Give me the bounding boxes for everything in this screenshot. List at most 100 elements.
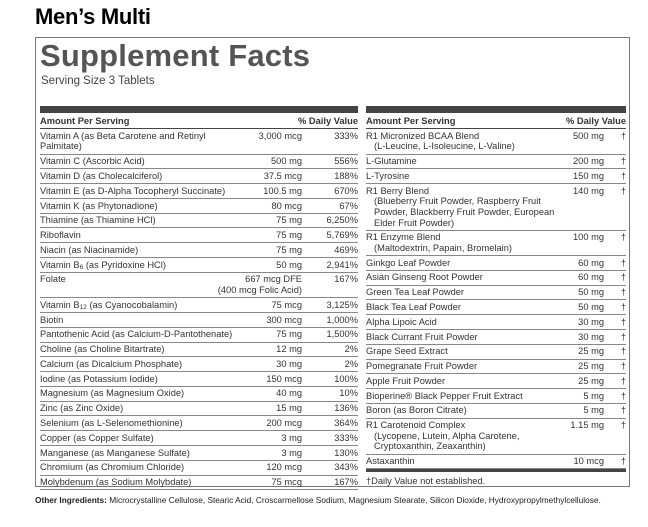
name-text: Selenium (as L-Selenomethionine)	[40, 418, 183, 429]
amount: 5 mg	[556, 405, 610, 416]
name-text: Zinc (as Zinc Oxide)	[40, 403, 124, 414]
amount-text: 500 mg	[270, 156, 302, 167]
nutrient-row: Boron (as Boron Citrate) 5 mg †	[366, 404, 626, 419]
nutrient-row: R1 Enzyme Blend (Maltodextrin, Papain, Br…	[366, 231, 626, 257]
nutrient-row: Iodine (as Potassium Iodide) 150 mcg 100%	[40, 372, 358, 387]
nutrient-row: Folate 667 mcg DFE (400 mcg Folic Acid) 167…	[40, 273, 358, 299]
nutrient-row: Astaxanthin 10 mcg †	[366, 455, 626, 470]
amount-text: 30 mg	[578, 331, 604, 342]
daily-value: 10%	[339, 388, 358, 399]
daily-value: 100%	[334, 373, 358, 384]
daily-value: †	[620, 232, 626, 243]
name-text: L-Glutamine	[366, 156, 417, 167]
amount: 1.15 mg	[556, 420, 610, 452]
daily-value: 556%	[334, 156, 358, 167]
nutrient-row: Niacin (as Niacinamide) 75 mg 469%	[40, 243, 358, 259]
other-text: Microcrystalline Cellulose, Stearic Acid…	[109, 495, 601, 505]
amount-text: 200 mcg	[266, 418, 302, 429]
nutrient-name: Ginkgo Leaf Powder	[366, 258, 556, 269]
product-title: Men’s Multi	[35, 4, 151, 29]
ingredients: (L-Leucine, L-Isoleucine, L-Valine)	[374, 141, 515, 152]
amount-text: 30 mg	[578, 316, 604, 327]
nutrient-name: L-Tyrosine	[366, 171, 556, 182]
amount: 60 mg	[556, 272, 610, 283]
amount-text: 100 mg	[572, 232, 604, 243]
name-text: Pantothenic Acid (as Calcium-D-Pantothen…	[40, 329, 233, 340]
amount: 30 mg	[238, 359, 308, 370]
amount-text: 37.5 mcg	[263, 170, 302, 181]
amount-text: 75 mcg	[271, 477, 303, 488]
amount: 150 mcg	[238, 374, 308, 385]
daily-value: †	[620, 316, 626, 327]
daily-value: †	[620, 130, 626, 141]
amount: 75 mcg	[238, 477, 308, 488]
nutrient-row: Grape Seed Extract 25 mg †	[366, 345, 626, 360]
daily-value: 333%	[334, 130, 358, 141]
name-part: 6	[79, 263, 84, 271]
amount: 150 mg	[556, 171, 610, 182]
name-text: Riboflavin	[40, 230, 81, 241]
nutrient-row: Green Tea Leaf Powder 50 mg †	[366, 286, 626, 301]
name-text: Vitamin A (as Beta Carotene and Retinyl …	[40, 130, 206, 152]
nutrient-name: Boron (as Boron Citrate)	[366, 405, 556, 416]
amount: 200 mg	[556, 156, 610, 167]
nutrient-name: R1 Carotenoid Complex (Lycopene, Lutein, …	[366, 420, 556, 452]
nutrient-name: Copper (as Copper Sulfate)	[40, 433, 238, 444]
amount-text: 30 mg	[276, 358, 302, 369]
nutrient-row: Vitamin D (as Cholecalciferol) 37.5 mcg 18…	[40, 169, 358, 185]
amount-text: 25 mg	[578, 361, 604, 372]
amount: 30 mg	[556, 317, 610, 328]
amount-text: 120 mcg	[266, 462, 302, 473]
nutrient-row: Apple Fruit Powder 25 mg †	[366, 374, 626, 390]
nutrient-row: Black Currant Fruit Powder 30 mg †	[366, 330, 626, 345]
name-text: R1 Enzyme Blend	[366, 232, 441, 243]
name-text: Vitamin C (Ascorbic Acid)	[40, 156, 145, 167]
amount: 10 mcg	[556, 456, 610, 467]
daily-value: 188%	[334, 170, 358, 181]
nutrient-name: Niacin (as Niacinamide)	[40, 245, 238, 256]
daily-value: †	[620, 420, 626, 431]
nutrient-row: Magnesium (as Magnesium Oxide) 40 mg 10%	[40, 387, 358, 402]
name-text: Thiamine (as Thiamine HCl)	[40, 215, 156, 226]
name-text: Black Tea Leaf Powder	[366, 302, 461, 312]
amount-text: 300 mcg	[266, 314, 302, 325]
amount: 30 mg	[556, 332, 610, 343]
nutrient-name: L-Glutamine	[366, 156, 556, 167]
nutrient-row: Calcium (as Dicalcium Phosphate) 30 mg 2%	[40, 357, 358, 373]
amount-text: 5 mg	[583, 390, 604, 401]
amount-text: 75 mg	[276, 244, 302, 255]
ingredients: (Blueberry Fruit Powder, Raspberry Fruit…	[374, 196, 555, 228]
daily-value: 67%	[339, 200, 358, 211]
name-part: Vitamin B	[40, 259, 80, 270]
daily-value: 469%	[334, 244, 358, 255]
amount: 50 mg	[556, 287, 610, 298]
amount-text: 667 mcg DFE	[245, 274, 302, 285]
name-text: Biotin	[40, 314, 64, 325]
nutrient-row: Pantothenic Acid (as Calcium-D-Pantothen…	[40, 328, 358, 343]
nutrient-name: Astaxanthin	[366, 456, 556, 467]
right-column: Amount Per Serving % Daily Value R1 Micron…	[366, 106, 626, 486]
serving-size: Serving Size 3 Tablets	[41, 75, 155, 87]
amount: 100 mg	[556, 232, 610, 253]
daily-value: †	[620, 185, 626, 196]
amount: 25 mg	[556, 376, 610, 387]
daily-value: †	[620, 257, 626, 268]
nutrient-row: Pomegranate Fruit Powder 25 mg †	[366, 360, 626, 375]
nutrient-row: Vitamin B12 (as Cyanocobalamin) 75 mcg 3,1…	[40, 298, 358, 313]
amount: 75 mg	[238, 215, 308, 226]
nutrient-name: R1 Enzyme Blend (Maltodextrin, Papain, Br…	[366, 232, 556, 253]
nutrient-name: Molybdenum (as Sodium Molybdate)	[40, 477, 238, 488]
nutrient-row: Black Tea Leaf Powder 50 mg †	[366, 300, 626, 316]
amount: 75 mg	[238, 329, 308, 340]
name-text: Bioperine® Black Pepper Fruit Extract	[366, 390, 523, 401]
name-text: Magnesium (as Magnesium Oxide)	[40, 388, 185, 399]
daily-value: 2%	[344, 358, 358, 369]
amount: 200 mcg	[238, 418, 308, 429]
name-text: Chromium (as Chromium Chloride)	[40, 462, 185, 473]
nutrient-name: Vitamin K (as Phytonadione)	[40, 201, 238, 212]
amount: 140 mg	[556, 186, 610, 228]
name-text: L-Tyrosine	[366, 170, 410, 181]
amount: 60 mg	[556, 258, 610, 269]
daily-value: †	[620, 361, 626, 372]
amount: 667 mcg DFE (400 mcg Folic Acid)	[218, 274, 308, 295]
